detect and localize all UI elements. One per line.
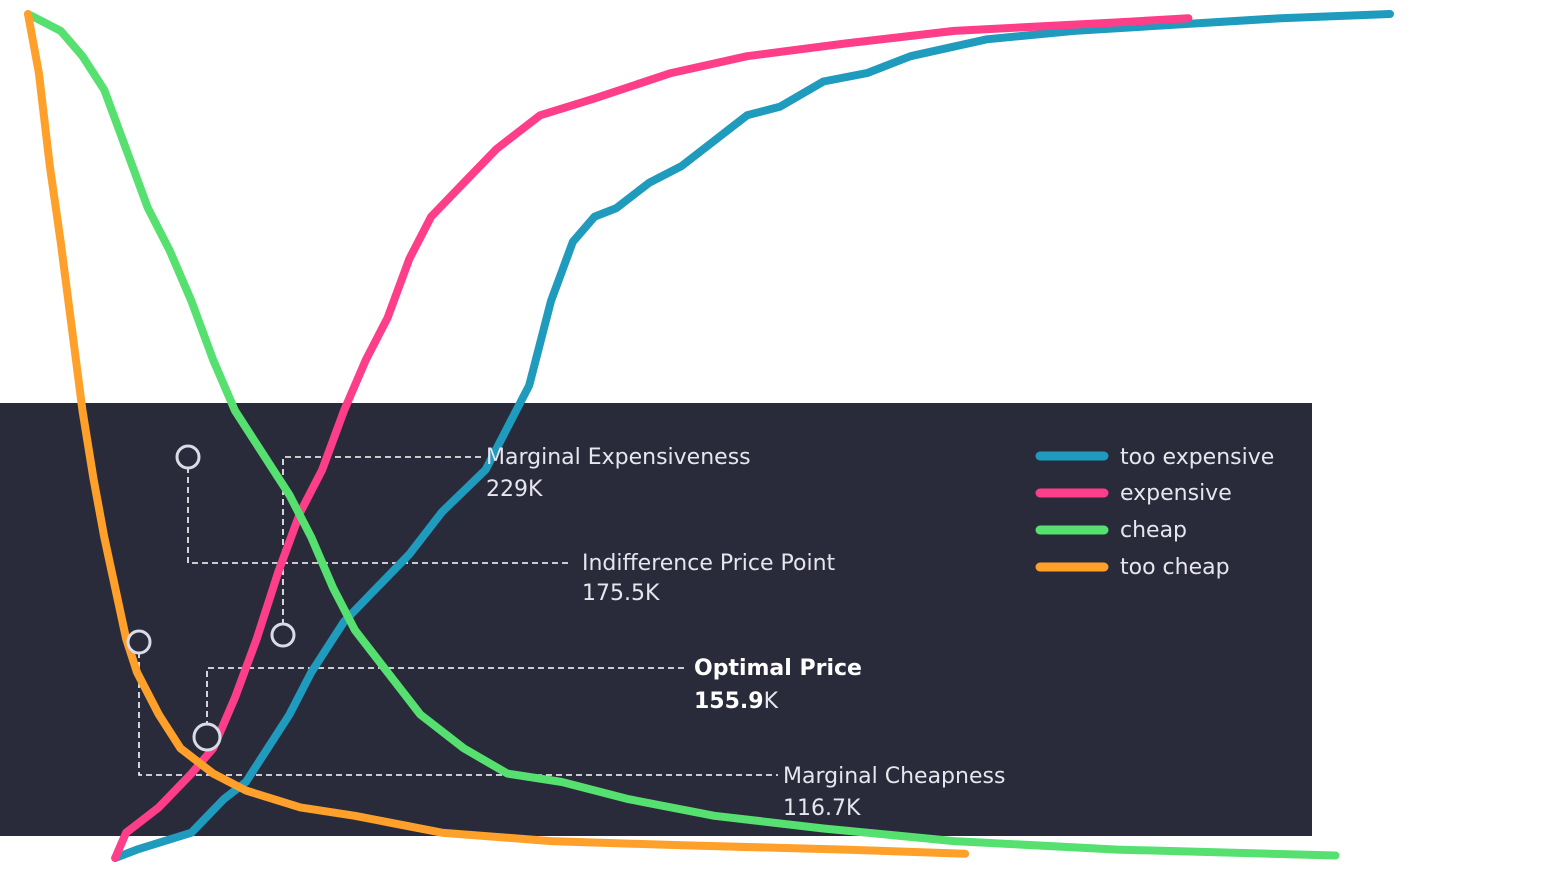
series-line-cheap — [24, 10, 1340, 860]
series-line-too-cheap — [24, 10, 970, 858]
legend-label-expensive: expensive — [1120, 481, 1232, 506]
legend: too expensive expensive cheap too cheap — [1035, 445, 1274, 580]
marker-marginal-cheapness — [126, 629, 152, 655]
annotation-indifference-price-point: Indifference Price Point 175.5K — [582, 551, 836, 606]
annotation-value: 155.9K — [694, 689, 779, 714]
leader-marginal-cheapness — [138, 642, 778, 776]
marker-indifference-price-point — [175, 444, 201, 470]
series-line-too-expensive — [111, 10, 1394, 862]
annotation-title: Marginal Expensiveness — [486, 445, 751, 470]
legend-label-cheap: cheap — [1120, 518, 1187, 543]
annotation-value: 116.7K — [783, 796, 861, 821]
legend-label-too-expensive: too expensive — [1120, 445, 1274, 470]
annotation-title: Marginal Cheapness — [783, 764, 1005, 789]
annotation-marginal-expensiveness: Marginal Expensiveness 229K — [486, 445, 751, 502]
annotation-title: Indifference Price Point — [582, 551, 836, 576]
annotation-value: 229K — [486, 477, 543, 502]
annotation-optimal-price: Optimal Price 155.9K — [694, 656, 862, 714]
marker-optimal-price — [192, 722, 222, 752]
annotation-marginal-cheapness: Marginal Cheapness 116.7K — [783, 764, 1005, 821]
annotation-value-bold: 155.9 — [694, 689, 764, 714]
annotation-value: 175.5K — [582, 581, 660, 606]
marker-marginal-expensiveness — [270, 622, 296, 648]
leader-marginal-expensiveness — [282, 456, 482, 635]
intersection-markers — [126, 444, 296, 752]
legend-label-too-cheap: too cheap — [1120, 555, 1230, 580]
leader-optimal-price — [206, 667, 684, 737]
leader-lines — [138, 456, 778, 776]
leader-indifference-price-point — [187, 457, 570, 564]
annotation-title: Optimal Price — [694, 656, 862, 681]
annotation-value-suffix: K — [764, 689, 779, 714]
dark-panel — [0, 403, 1312, 836]
